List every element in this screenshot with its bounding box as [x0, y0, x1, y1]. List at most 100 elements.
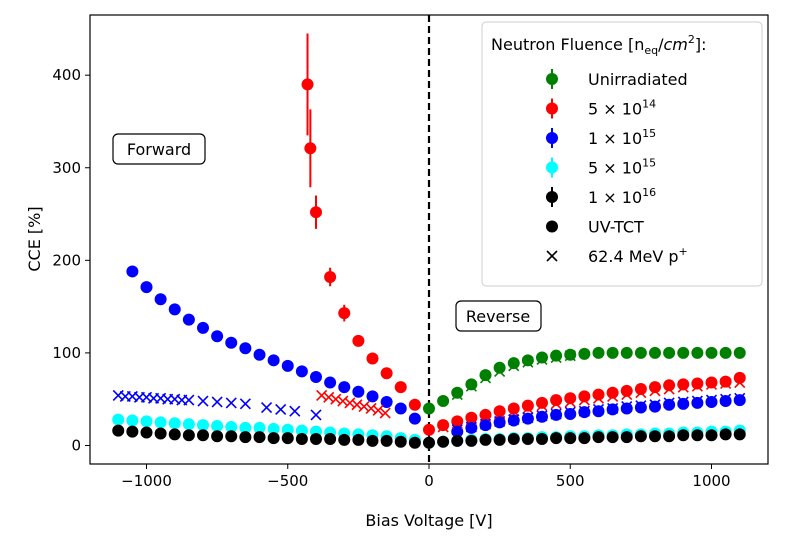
data-point — [677, 346, 690, 359]
data-point-x — [649, 385, 661, 397]
data-point-x — [465, 380, 477, 392]
data-point-x — [451, 389, 463, 401]
data-point — [140, 426, 153, 439]
data-point-x — [607, 402, 619, 415]
data-point — [408, 398, 421, 411]
legend-label: 5 × 1015 — [588, 157, 656, 178]
data-point — [168, 303, 181, 316]
chart-marks — [112, 15, 746, 464]
data-point — [154, 416, 167, 429]
legend-item: 1 × 1015 — [546, 127, 656, 148]
series-3 — [126, 265, 421, 425]
data-point — [295, 433, 308, 446]
data-point — [705, 395, 718, 408]
forward-label: Forward — [127, 140, 191, 159]
data-point — [479, 433, 492, 446]
data-point — [507, 433, 520, 446]
data-point — [211, 420, 224, 433]
data-point — [691, 346, 704, 359]
data-point-x — [592, 403, 605, 415]
series-2 — [423, 371, 746, 436]
axes: −1000 −500 0 500 1000 0 100 200 300 400 — [52, 66, 730, 490]
reverse-annotation: Reverse — [455, 300, 542, 332]
data-point-x — [197, 395, 209, 407]
data-point — [620, 431, 633, 444]
data-point — [451, 415, 464, 428]
data-point — [564, 392, 577, 405]
data-point — [578, 347, 591, 360]
legend-marker — [546, 161, 558, 174]
legend-item: 5 × 1014 — [546, 98, 656, 119]
data-point — [465, 434, 478, 447]
series-0 — [423, 346, 746, 415]
data-point — [253, 431, 266, 444]
data-point-x — [720, 377, 732, 390]
data-point-x — [225, 397, 237, 409]
data-point-x — [734, 376, 746, 389]
data-point — [423, 436, 435, 449]
data-point — [507, 402, 520, 415]
legend-marker — [546, 220, 558, 233]
data-point-x — [663, 383, 675, 395]
data-point — [634, 346, 647, 359]
data-point — [437, 435, 450, 448]
data-point — [301, 78, 314, 91]
data-point — [479, 408, 492, 421]
legend-label: 1 × 1015 — [588, 127, 656, 148]
series-7 — [112, 424, 421, 449]
data-point — [719, 346, 732, 359]
data-point-x — [635, 387, 647, 399]
data-point-x — [316, 389, 328, 402]
legend-item: 5 × 1015 — [546, 157, 656, 178]
data-point — [310, 206, 322, 219]
data-point — [592, 431, 605, 444]
data-point — [211, 330, 224, 343]
data-point — [606, 386, 619, 399]
data-point — [521, 399, 534, 412]
data-point — [408, 412, 421, 425]
data-point-x — [289, 405, 301, 417]
y-tick-label: 200 — [52, 251, 81, 269]
data-point-x — [720, 393, 732, 405]
data-point — [281, 432, 294, 445]
data-point — [366, 390, 379, 403]
data-point-x — [677, 396, 689, 408]
data-point-x — [183, 394, 195, 406]
data-point — [578, 432, 591, 445]
data-point — [493, 361, 506, 374]
y-axis-label: CCE [%] — [25, 206, 44, 271]
data-point — [352, 433, 365, 446]
data-point — [691, 396, 704, 409]
data-point-x — [260, 401, 273, 414]
data-point — [182, 429, 195, 442]
data-point — [253, 348, 266, 361]
y-tick-label: 400 — [52, 66, 81, 84]
data-point — [649, 400, 661, 413]
series-1 — [301, 33, 421, 411]
x-tick-label: −500 — [267, 472, 308, 490]
legend-marker — [546, 132, 558, 144]
data-point-x — [358, 401, 370, 413]
data-point — [663, 379, 676, 392]
series-12 — [451, 392, 746, 436]
data-point — [338, 307, 351, 320]
data-point-x — [649, 399, 661, 411]
data-point — [677, 378, 690, 391]
data-point-x — [494, 365, 506, 377]
data-point-x — [578, 394, 590, 406]
data-point — [479, 369, 492, 382]
data-point — [140, 415, 153, 428]
data-point — [536, 351, 548, 364]
data-point — [691, 377, 704, 390]
data-point — [324, 376, 337, 389]
series-13 — [451, 350, 576, 401]
data-point — [536, 396, 548, 409]
x-tick-label: 1000 — [692, 472, 730, 490]
series-10 — [316, 389, 391, 419]
data-point-x — [705, 378, 718, 390]
data-point — [719, 375, 732, 388]
data-point — [691, 429, 704, 442]
data-point — [352, 385, 365, 398]
data-point-x — [465, 421, 477, 433]
data-point — [649, 346, 661, 359]
